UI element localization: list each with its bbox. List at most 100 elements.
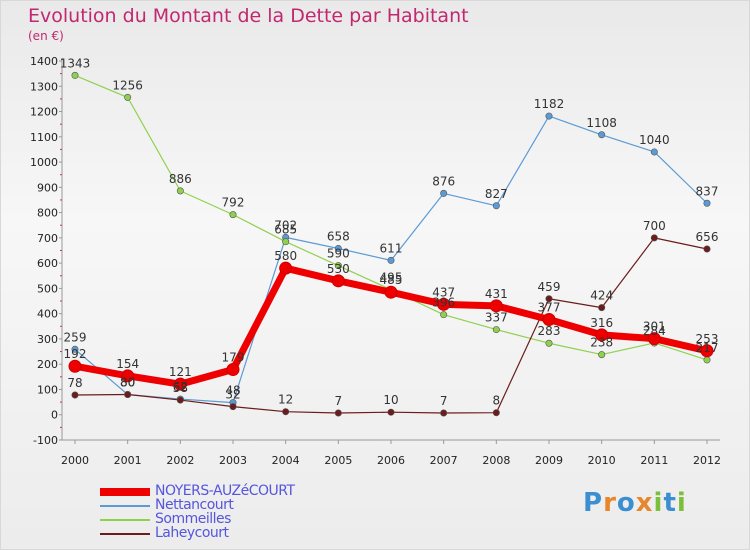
data-label: 495 [380, 271, 403, 285]
data-label: 301 [643, 320, 666, 334]
data-point [334, 262, 342, 270]
data-label: 1040 [639, 133, 670, 147]
y-tick-label: 1300 [30, 80, 58, 93]
y-tick-label: 1100 [30, 131, 58, 144]
data-point [282, 238, 290, 246]
data-label: 876 [432, 174, 455, 188]
data-point [545, 112, 553, 120]
data-point [598, 351, 606, 359]
data-point [71, 71, 79, 79]
data-label: 58 [173, 381, 188, 395]
data-point [334, 409, 342, 417]
data-label: 424 [590, 289, 613, 303]
y-tick-label: 400 [37, 308, 58, 321]
data-point [440, 311, 448, 319]
data-label: 48 [225, 384, 240, 398]
data-point [703, 245, 711, 253]
y-tick-label: 600 [37, 257, 58, 270]
x-tick-label: 2004 [272, 454, 300, 467]
x-tick-label: 2012 [693, 454, 721, 467]
data-point [173, 377, 187, 391]
data-point [489, 299, 503, 313]
data-point [700, 344, 714, 358]
data-point [598, 131, 606, 139]
proxiti-logo: Proxiti [583, 488, 687, 518]
y-tick-label: 900 [37, 181, 58, 194]
data-point [71, 345, 79, 353]
legend-label: Nettancourt [155, 497, 234, 513]
data-point [176, 396, 184, 404]
logo-letter: P [583, 488, 604, 518]
series-points [68, 71, 714, 417]
data-point [229, 403, 237, 411]
y-tick-label: 1200 [30, 106, 58, 119]
data-label: 253 [696, 332, 719, 346]
legend-swatch [100, 505, 150, 507]
data-label: 700 [643, 219, 666, 233]
x-tick-label: 2009 [535, 454, 563, 467]
logo-letter: t [663, 488, 677, 518]
data-label: 80 [120, 376, 135, 390]
data-point [545, 339, 553, 347]
data-point [71, 391, 79, 399]
y-tick-label: -100 [33, 434, 58, 447]
data-label: 431 [485, 287, 508, 301]
data-point [440, 189, 448, 197]
data-label: 827 [485, 187, 508, 201]
axes: -100 0 100 200 300 400 500 600 700 800 900 1000 1100… [30, 55, 721, 467]
data-point [647, 332, 661, 346]
data-label: 284 [643, 324, 666, 338]
data-label: 1108 [586, 116, 617, 130]
data-point [279, 261, 293, 275]
y-tick-label: 0 [51, 409, 58, 422]
data-point [387, 408, 395, 416]
legend-label: NOYERS-AUZéCOURT [155, 483, 295, 499]
legend-swatch [100, 488, 150, 496]
data-point [542, 312, 556, 326]
data-point [121, 369, 135, 383]
x-tick-label: 2005 [324, 454, 352, 467]
data-point [282, 408, 290, 416]
data-label: 459 [538, 280, 561, 294]
data-label: 316 [590, 316, 613, 330]
data-label: 611 [380, 241, 403, 255]
x-tick-label: 2002 [166, 454, 194, 467]
x-tick-label: 2008 [482, 454, 510, 467]
y-tick-label: 1000 [30, 156, 58, 169]
data-point [492, 326, 500, 334]
y-tick-label: 200 [37, 358, 58, 371]
x-tick-label: 2007 [430, 454, 458, 467]
x-tick-label: 2001 [114, 454, 142, 467]
data-point [545, 295, 553, 303]
data-point [437, 297, 451, 311]
chart-subtitle: (en €) [28, 29, 64, 43]
x-tick-label: 2010 [588, 454, 616, 467]
data-label: 702 [274, 218, 297, 232]
x-tick-label: 2006 [377, 454, 405, 467]
x-tick-label: 2011 [640, 454, 668, 467]
data-point [650, 234, 658, 242]
logo-letter: i [676, 488, 687, 518]
data-label: 283 [538, 324, 561, 338]
data-point [595, 328, 609, 342]
x-tick-label: 2003 [219, 454, 247, 467]
y-tick-label: 800 [37, 207, 58, 220]
data-label: 656 [696, 230, 719, 244]
legend-label: Laheycourt [155, 525, 229, 541]
data-label: 1256 [112, 78, 143, 92]
data-point [703, 356, 711, 364]
logo-letter: x [635, 488, 654, 518]
x-tick-label: 2000 [61, 454, 89, 467]
logo-letter: r [603, 488, 617, 518]
data-point [229, 211, 237, 219]
data-label: 437 [432, 285, 455, 299]
data-label: 179 [222, 351, 245, 365]
data-label: 32 [225, 388, 240, 402]
data-point [334, 244, 342, 252]
data-label: 154 [116, 357, 139, 371]
y-tick-label: 1400 [30, 55, 58, 68]
data-label: 377 [538, 300, 561, 314]
